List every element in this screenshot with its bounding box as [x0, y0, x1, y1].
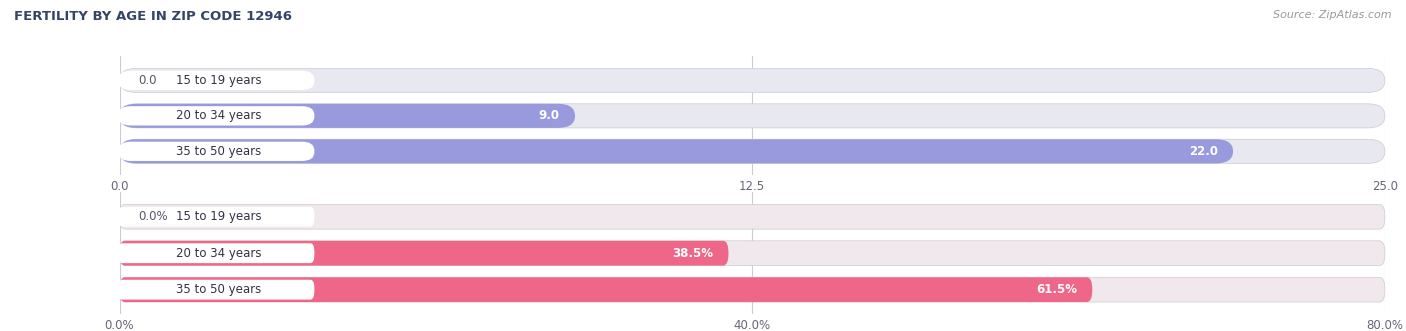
FancyBboxPatch shape: [120, 104, 575, 128]
Text: 35 to 50 years: 35 to 50 years: [176, 283, 262, 296]
FancyBboxPatch shape: [120, 139, 1385, 164]
Text: Source: ZipAtlas.com: Source: ZipAtlas.com: [1274, 10, 1392, 20]
FancyBboxPatch shape: [120, 277, 1385, 302]
FancyBboxPatch shape: [120, 204, 1385, 229]
FancyBboxPatch shape: [118, 280, 315, 300]
FancyBboxPatch shape: [118, 142, 315, 161]
Text: 35 to 50 years: 35 to 50 years: [176, 145, 262, 158]
Text: 20 to 34 years: 20 to 34 years: [176, 109, 262, 122]
FancyBboxPatch shape: [118, 106, 315, 125]
FancyBboxPatch shape: [118, 243, 315, 263]
Text: 22.0: 22.0: [1189, 145, 1218, 158]
FancyBboxPatch shape: [120, 68, 1385, 92]
FancyBboxPatch shape: [120, 139, 1233, 164]
FancyBboxPatch shape: [120, 241, 1385, 265]
Text: 0.0: 0.0: [139, 74, 157, 87]
Text: 15 to 19 years: 15 to 19 years: [176, 210, 262, 223]
Text: FERTILITY BY AGE IN ZIP CODE 12946: FERTILITY BY AGE IN ZIP CODE 12946: [14, 10, 292, 23]
FancyBboxPatch shape: [120, 241, 728, 265]
FancyBboxPatch shape: [120, 104, 1385, 128]
Text: 9.0: 9.0: [538, 109, 560, 122]
Text: 15 to 19 years: 15 to 19 years: [176, 74, 262, 87]
Text: 38.5%: 38.5%: [672, 247, 713, 260]
Text: 20 to 34 years: 20 to 34 years: [176, 247, 262, 260]
Text: 61.5%: 61.5%: [1036, 283, 1077, 296]
FancyBboxPatch shape: [118, 207, 315, 227]
FancyBboxPatch shape: [120, 277, 1092, 302]
FancyBboxPatch shape: [118, 71, 315, 90]
Text: 0.0%: 0.0%: [139, 210, 169, 223]
